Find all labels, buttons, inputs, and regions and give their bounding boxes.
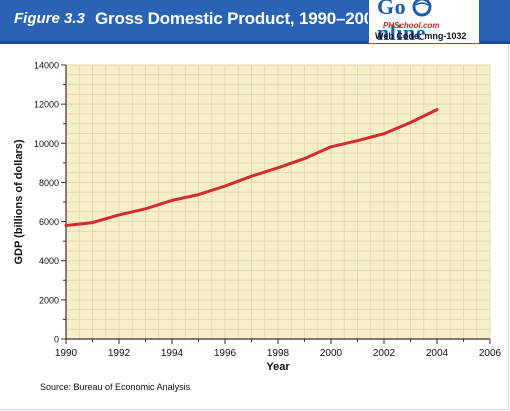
online-text: nline [377, 20, 426, 45]
y-tick-label: 14000 [34, 61, 59, 71]
y-tick-label: 2000 [39, 295, 59, 305]
series-layer [64, 108, 439, 227]
y-tick-label: 12000 [34, 100, 59, 110]
chart-title: Gross Domestic Product, 1990–2004 [95, 9, 383, 28]
go-text: Go [377, 0, 407, 19]
y-tick-label: 4000 [39, 256, 59, 266]
y-tick-label: 6000 [39, 217, 59, 227]
x-tick-label: 2004 [426, 348, 449, 359]
globe-icon [412, 0, 432, 20]
web-code: Web Code: mng-1032 [375, 31, 467, 41]
y-tick-label: 0 [54, 335, 59, 345]
x-axis-label: Year [266, 361, 290, 373]
x-tick-label: 2000 [320, 348, 343, 359]
x-tick-label: 1992 [108, 348, 131, 359]
y-tick-label: 10000 [34, 139, 59, 149]
axes [61, 64, 491, 344]
x-tick-label: 1998 [267, 348, 290, 359]
x-tick-label: 1994 [161, 348, 184, 359]
x-tick-label: 2006 [479, 348, 502, 359]
figure-label: Figure 3.3 [14, 10, 85, 27]
x-tick-label: 1990 [55, 348, 78, 359]
y-axis-label: GDP (billions of dollars) [13, 139, 25, 264]
go-online-logo: Go nline [377, 0, 479, 46]
x-tick-label: 2002 [373, 348, 396, 359]
source-note: Source: Bureau of Economic Analysis [40, 382, 191, 392]
site-name: PHSchool.com [383, 21, 440, 30]
x-tick-label: 1996 [214, 348, 237, 359]
tick-labels: 0 2000 4000 6000 8000 10000 12000 14000 1990 1992… [34, 61, 502, 360]
go-online-badge[interactable]: Go nline PHSchool.com Web Code: mng-1032 [368, 0, 480, 46]
y-tick-label: 8000 [39, 178, 59, 188]
